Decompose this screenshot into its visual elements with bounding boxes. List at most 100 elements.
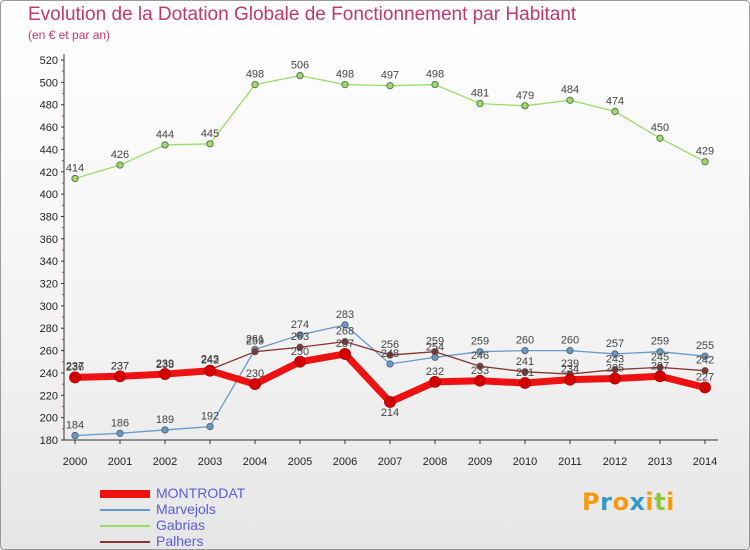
data-label-montrodat: 231 xyxy=(516,367,534,379)
data-label-marvejols: 283 xyxy=(336,309,354,321)
y-tick-label: 360 xyxy=(40,234,58,246)
data-point-marvejols xyxy=(206,422,214,431)
legend-label-palhers: Palhers xyxy=(156,533,204,549)
data-point-gabrias xyxy=(251,80,259,89)
data-label-montrodat: 227 xyxy=(696,371,714,383)
data-label-gabrias: 426 xyxy=(111,149,129,161)
data-point-marvejols xyxy=(521,346,529,355)
data-point-marvejols xyxy=(116,429,124,437)
data-label-gabrias: 414 xyxy=(66,162,84,174)
data-label-marvejols: 260 xyxy=(561,335,579,347)
data-label-montrodat: 232 xyxy=(426,366,444,378)
data-label-marvejols: 274 xyxy=(291,319,309,331)
data-label-montrodat: 239 xyxy=(156,358,174,370)
data-label-gabrias: 498 xyxy=(336,69,354,81)
data-point-palhers xyxy=(251,348,259,356)
x-tick-label: 2007 xyxy=(378,456,402,468)
logo-letter: t xyxy=(654,488,667,516)
data-label-palhers: 245 xyxy=(651,351,669,363)
data-point-gabrias xyxy=(296,72,304,80)
data-label-palhers: 243 xyxy=(201,354,219,366)
data-label-montrodat: 235 xyxy=(606,363,624,375)
data-point-marvejols xyxy=(296,331,304,339)
data-point-marvejols xyxy=(71,431,79,440)
data-point-palhers xyxy=(296,343,304,351)
data-point-montrodat xyxy=(699,381,711,394)
data-point-gabrias xyxy=(71,174,79,183)
data-point-montrodat xyxy=(114,370,126,383)
data-label-montrodat: 250 xyxy=(291,346,309,358)
logo-letter: P xyxy=(582,488,601,516)
data-point-gabrias xyxy=(116,161,124,169)
data-label-palhers: 243 xyxy=(606,354,624,366)
data-point-montrodat xyxy=(159,368,171,380)
data-label-gabrias: 481 xyxy=(471,88,489,100)
y-tick-label: 460 xyxy=(40,122,58,134)
y-tick-label: 280 xyxy=(40,323,58,335)
data-point-marvejols xyxy=(341,321,349,329)
x-tick-label: 2001 xyxy=(108,456,132,468)
data-point-marvejols xyxy=(476,348,484,356)
data-label-marvejols: 189 xyxy=(156,414,174,426)
legend-swatch-palhers xyxy=(100,541,150,543)
data-point-montrodat xyxy=(519,377,531,389)
data-point-montrodat xyxy=(609,372,621,385)
legend-swatch-montrodat xyxy=(100,490,150,498)
data-point-gabrias xyxy=(656,134,664,142)
y-tick-label: 260 xyxy=(40,346,58,358)
y-tick-label: 420 xyxy=(40,167,58,179)
data-label-marvejols: 259 xyxy=(651,336,669,348)
x-tick-label: 2013 xyxy=(648,456,672,468)
x-tick-label: 2010 xyxy=(513,456,537,468)
proxiti-logo: Proxiti xyxy=(582,488,675,516)
data-point-palhers xyxy=(386,351,394,359)
logo-letter: r xyxy=(600,488,613,516)
data-label-palhers: 241 xyxy=(516,356,534,368)
logo-letter: i xyxy=(666,488,675,516)
data-point-gabrias xyxy=(521,102,529,110)
data-label-gabrias: 484 xyxy=(561,84,579,96)
data-label-montrodat: 230 xyxy=(246,368,264,380)
data-label-palhers: 238 xyxy=(156,359,174,371)
x-tick-label: 2011 xyxy=(558,456,582,468)
data-point-palhers xyxy=(521,368,529,376)
data-label-montrodat: 257 xyxy=(336,338,354,350)
chart-subtitle: (en € et par an) xyxy=(28,28,111,42)
data-point-gabrias xyxy=(431,80,439,89)
legend-swatch-marvejols xyxy=(100,509,150,511)
data-label-gabrias: 506 xyxy=(291,60,309,72)
logo-letter: o xyxy=(612,488,630,516)
series-line-gabrias xyxy=(74,74,706,180)
data-label-marvejols: 184 xyxy=(66,420,84,432)
data-point-marvejols xyxy=(566,346,574,355)
data-label-gabrias: 497 xyxy=(381,70,399,82)
y-tick-label: 180 xyxy=(40,435,58,447)
data-label-gabrias: 444 xyxy=(156,129,174,141)
data-label-palhers: 246 xyxy=(471,350,489,362)
data-point-marvejols xyxy=(386,360,394,368)
x-tick-label: 2012 xyxy=(603,456,627,468)
data-label-gabrias: 474 xyxy=(606,95,624,107)
data-point-gabrias xyxy=(611,107,619,116)
y-tick-label: 500 xyxy=(40,77,58,89)
data-label-montrodat: 234 xyxy=(561,364,579,376)
data-label-marvejols: 255 xyxy=(696,340,714,352)
y-tick-label: 200 xyxy=(40,413,58,425)
data-label-gabrias: 429 xyxy=(696,146,714,158)
data-label-palhers: 242 xyxy=(696,355,714,367)
data-point-gabrias xyxy=(386,82,394,90)
y-tick-label: 440 xyxy=(40,144,58,156)
data-label-montrodat: 237 xyxy=(111,360,129,372)
legend-label-montrodat: MONTRODAT xyxy=(156,485,246,501)
data-label-palhers: 237 xyxy=(66,360,84,372)
data-point-montrodat xyxy=(339,348,351,360)
data-label-gabrias: 498 xyxy=(246,69,264,81)
data-label-palhers: 259 xyxy=(246,336,264,348)
data-label-marvejols: 254 xyxy=(426,341,444,353)
data-point-marvejols xyxy=(161,426,169,434)
y-tick-label: 320 xyxy=(40,279,58,291)
x-tick-label: 2008 xyxy=(423,456,447,468)
logo-letter: i xyxy=(645,488,655,516)
data-point-gabrias xyxy=(476,99,484,108)
legend-swatch-gabrias xyxy=(100,525,150,527)
